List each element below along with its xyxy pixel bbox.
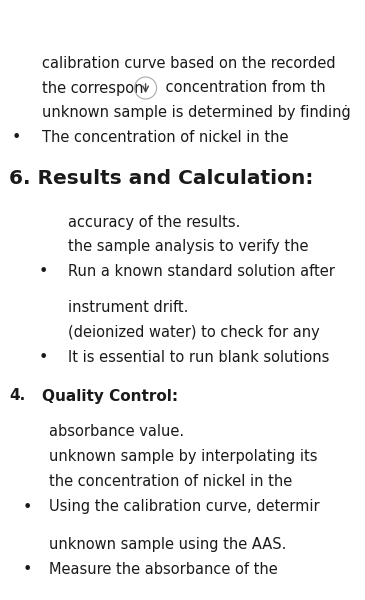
Text: Quality Control:: Quality Control: (42, 389, 178, 403)
Text: accuracy of the results.: accuracy of the results. (68, 214, 240, 229)
Text: Measure the absorbance of the: Measure the absorbance of the (49, 563, 278, 577)
Text: instrument drift.: instrument drift. (68, 301, 188, 316)
Text: The concentration of nickel in the: The concentration of nickel in the (42, 130, 288, 145)
Text: the sample analysis to verify the: the sample analysis to verify the (68, 239, 308, 254)
Text: (deionized water) to check for any: (deionized water) to check for any (68, 325, 319, 340)
Text: absorbance value.: absorbance value. (49, 425, 184, 439)
Text: unknown sample using the AAS.: unknown sample using the AAS. (49, 538, 287, 553)
Text: Using the calibration curve, determir: Using the calibration curve, determir (49, 499, 320, 514)
Text: It is essential to run blank solutions: It is essential to run blank solutions (68, 350, 329, 365)
Text: •: • (23, 563, 32, 577)
Text: 4.: 4. (9, 389, 26, 403)
Text: Run a known standard solution after: Run a known standard solution after (68, 265, 334, 280)
Text: •: • (23, 499, 32, 514)
Text: •: • (12, 130, 21, 145)
Text: 6. Results and Calculation:: 6. Results and Calculation: (9, 169, 314, 187)
Text: •: • (39, 350, 49, 365)
Text: the concentration of nickel in the: the concentration of nickel in the (49, 475, 292, 490)
Text: unknown sample is determined by findinġ: unknown sample is determined by findinġ (42, 106, 351, 121)
Text: calibration curve based on the recorded: calibration curve based on the recorded (42, 55, 335, 70)
Text: •: • (39, 265, 49, 280)
Text: the correspon: the correspon (42, 80, 143, 95)
Text: unknown sample by interpolating its: unknown sample by interpolating its (49, 449, 318, 464)
Text: concentration from th: concentration from th (161, 80, 325, 95)
